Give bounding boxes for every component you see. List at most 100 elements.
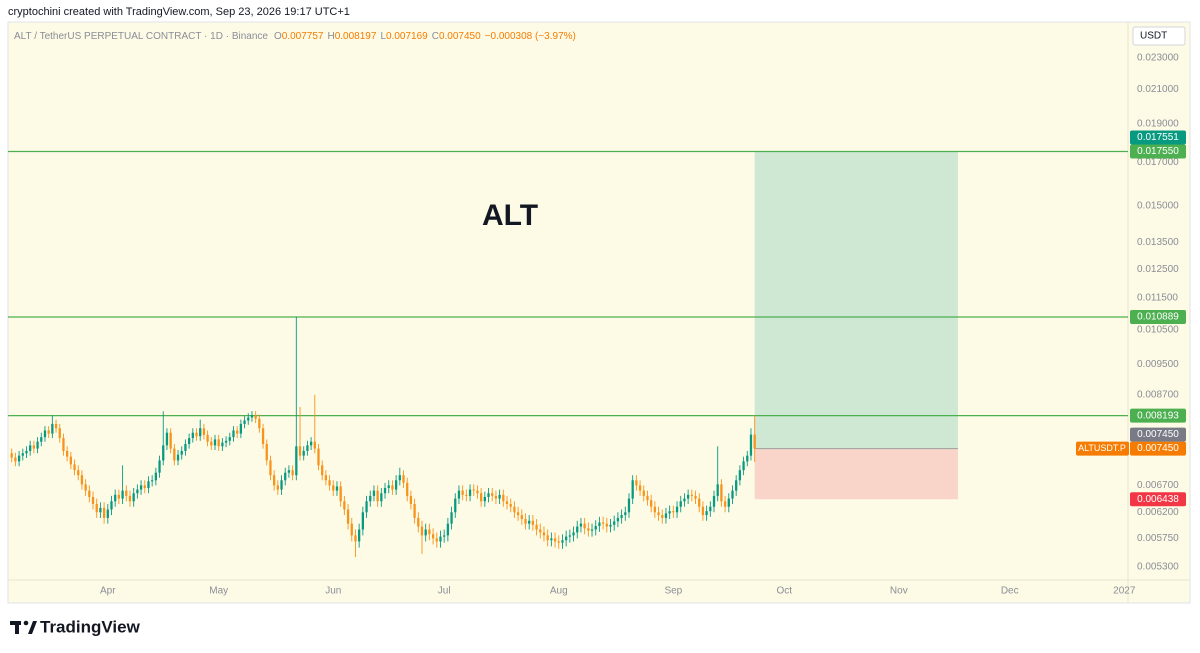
- candle-body: [627, 498, 631, 513]
- candle-body: [668, 511, 671, 514]
- ohlc-label: L: [380, 31, 386, 42]
- candle-body: [638, 485, 642, 491]
- candle-body: [727, 498, 730, 507]
- candle-body: [657, 512, 660, 516]
- x-tick-label: Oct: [776, 586, 792, 597]
- candle-body: [73, 464, 76, 471]
- candle-body: [276, 485, 279, 490]
- price-label: 0.006438: [1137, 494, 1179, 505]
- candle-body: [40, 437, 43, 442]
- x-tick-label: May: [209, 586, 228, 597]
- x-tick-label: Apr: [100, 586, 116, 597]
- candle-body: [712, 495, 716, 507]
- candle-body: [635, 480, 638, 486]
- candle-body: [29, 445, 32, 451]
- price-label-box: [1130, 441, 1186, 456]
- candle-body: [250, 415, 254, 418]
- candle-body: [443, 535, 446, 537]
- candle-body: [17, 455, 21, 462]
- candle-body: [686, 494, 690, 499]
- brand: TradingView: [40, 617, 141, 636]
- candle-body: [265, 443, 268, 461]
- y-tick-label: 0.005750: [1137, 533, 1179, 544]
- candle-body: [32, 445, 36, 449]
- candle-body: [394, 480, 398, 490]
- candle-body: [346, 509, 350, 524]
- candle-body: [54, 423, 58, 429]
- price-label-box: [1130, 130, 1186, 145]
- price-label: 0.007450: [1137, 443, 1179, 454]
- candle-body: [746, 455, 749, 462]
- candle-body: [47, 430, 50, 434]
- candle-body: [406, 482, 409, 496]
- candle-body: [69, 456, 72, 465]
- price-label: 0.017550: [1137, 146, 1179, 157]
- y-tick-label: 0.015000: [1137, 201, 1179, 212]
- plot-area: [8, 150, 1128, 557]
- candle-body: [742, 461, 745, 471]
- candle-body: [542, 532, 546, 536]
- candle-body: [513, 506, 516, 513]
- candle-body: [213, 439, 217, 446]
- price-label: 0.008193: [1137, 410, 1179, 421]
- symbol: ALT / TetherUS PERPETUAL CONTRACT · 1D ·…: [14, 31, 268, 42]
- candle-body: [509, 503, 512, 507]
- candle-body: [261, 428, 265, 444]
- candle-body: [528, 520, 531, 524]
- candle-body: [631, 480, 634, 499]
- candle-body: [531, 520, 535, 525]
- candle-body: [605, 523, 608, 527]
- candle-body: [753, 434, 756, 449]
- candle-body: [117, 494, 121, 499]
- price-label: 0.017551: [1137, 132, 1179, 143]
- price-tag-box: [1076, 441, 1129, 456]
- candle-body: [646, 495, 649, 501]
- candle-body: [125, 490, 128, 496]
- candle-body: [413, 503, 416, 518]
- candle-body: [609, 524, 612, 527]
- candle-body: [590, 529, 594, 531]
- x-tick-label: Jul: [438, 586, 451, 597]
- y-tick-label: 0.006200: [1137, 507, 1179, 518]
- candle-body: [154, 472, 158, 481]
- candle-body: [409, 495, 413, 504]
- candle-body: [491, 493, 494, 496]
- candle-body: [376, 490, 379, 502]
- candle-body: [309, 441, 313, 446]
- y-tick-label: 0.023000: [1137, 52, 1179, 63]
- candle-body: [720, 484, 723, 502]
- y-tick-label: 0.008700: [1137, 389, 1179, 400]
- candle-body: [335, 486, 339, 491]
- candle-body: [313, 441, 316, 449]
- candle-body: [546, 535, 549, 541]
- currency: USDT: [1140, 31, 1167, 42]
- candle-body: [598, 522, 601, 526]
- candle-body: [587, 528, 590, 531]
- ohlc-label: C: [432, 31, 439, 42]
- candle-body: [694, 495, 697, 499]
- price-tag: ALTUSDT.P: [1078, 443, 1126, 453]
- currency-box[interactable]: [1132, 26, 1186, 46]
- price-label-box: [1130, 144, 1186, 159]
- candle-body: [387, 485, 390, 488]
- change: −0.000308 (−3.97%): [485, 31, 576, 42]
- candle-body: [291, 470, 294, 476]
- candle-body: [139, 485, 143, 490]
- candle-body: [143, 485, 146, 488]
- loss-zone: [754, 448, 958, 500]
- candle-body: [269, 460, 272, 476]
- price-label-box: [1130, 310, 1186, 325]
- candle-body: [77, 470, 80, 476]
- x-tick-label: Dec: [1001, 586, 1019, 597]
- candle-body: [431, 534, 435, 539]
- candle-body: [624, 512, 627, 516]
- candle-body: [206, 434, 209, 442]
- candle-body: [324, 475, 328, 481]
- candle-body: [568, 535, 571, 537]
- ohlc-label: H: [327, 31, 334, 42]
- candle-body: [450, 512, 453, 524]
- candle-body: [306, 445, 309, 451]
- candle-body: [650, 500, 653, 507]
- candle-body: [254, 415, 257, 419]
- candle-body: [258, 418, 261, 429]
